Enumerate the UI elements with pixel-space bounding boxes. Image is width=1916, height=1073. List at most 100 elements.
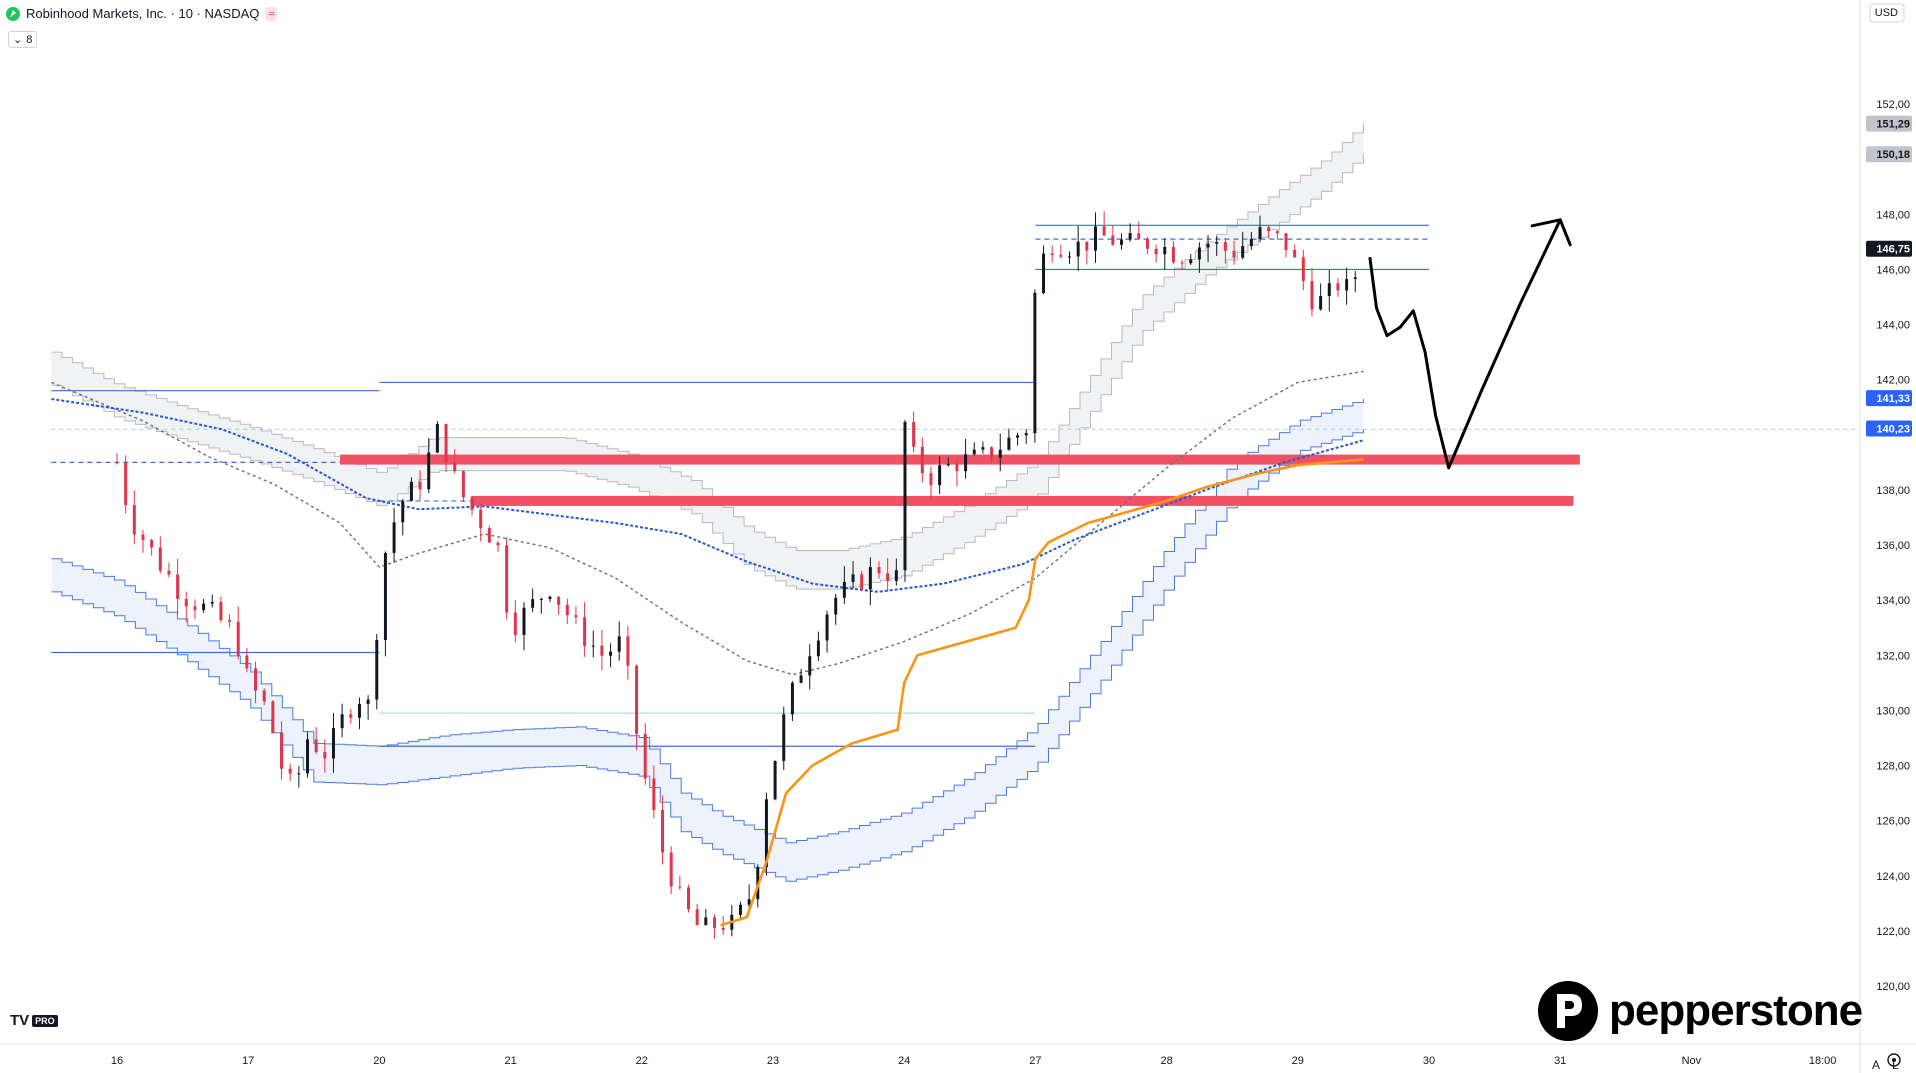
symbol-title: Robinhood Markets, Inc. · 10 · NASDAQ <box>26 6 260 21</box>
blue-band-fill <box>51 399 1364 882</box>
candle <box>1215 236 1219 256</box>
candle <box>228 614 232 628</box>
settings-gear-hub <box>1892 1058 1896 1062</box>
candle <box>453 449 457 474</box>
candle <box>990 446 994 464</box>
candle <box>825 610 829 653</box>
robinhood-logo-icon <box>6 6 20 21</box>
candle <box>877 561 881 579</box>
candle <box>1050 245 1054 263</box>
currency-box[interactable] <box>1869 3 1905 23</box>
candle <box>1102 211 1106 236</box>
time-tick-label: 24 <box>898 1055 910 1067</box>
candle <box>860 570 864 592</box>
candle <box>938 456 942 494</box>
candle <box>1085 241 1089 265</box>
wave-badge[interactable]: ≈ <box>265 6 278 21</box>
symbol-header[interactable]: Robinhood Markets, Inc. · 10 · NASDAQ ≈ <box>6 6 278 21</box>
candle <box>1016 432 1020 446</box>
price-label-4: 140,23 <box>1876 423 1910 435</box>
settings-gear-icon[interactable] <box>1887 1053 1901 1067</box>
candle <box>799 668 803 684</box>
candle <box>158 536 162 574</box>
candle <box>1007 428 1011 451</box>
projection-arrow-head <box>1530 218 1572 247</box>
blue-band-upper <box>51 399 1364 844</box>
candle <box>920 437 924 483</box>
candle <box>678 875 682 891</box>
candle <box>1154 244 1158 263</box>
candle <box>635 664 639 751</box>
candle <box>427 438 431 494</box>
candle <box>539 597 543 614</box>
candle <box>1145 236 1149 255</box>
candle <box>236 606 240 660</box>
candle <box>712 914 716 939</box>
candle <box>1119 233 1123 250</box>
candle <box>401 498 405 536</box>
indicators-toggle[interactable]: ⌄ 8 <box>8 31 38 48</box>
candle <box>124 455 128 514</box>
time-tick-label: 29 <box>1292 1055 1304 1067</box>
time-tick-label: Nov <box>1682 1055 1702 1067</box>
candle <box>331 712 335 773</box>
price-label-0: 151,29 <box>1876 119 1910 131</box>
candle <box>868 557 872 606</box>
time-tick-label: 27 <box>1029 1055 1041 1067</box>
price-tick-label: 120,00 <box>1876 981 1910 993</box>
candle <box>132 490 136 545</box>
candle <box>851 561 855 589</box>
candle <box>609 643 613 668</box>
auto-scale-button[interactable]: A <box>1872 1058 1881 1072</box>
candle <box>193 599 197 620</box>
pepperstone-logo: pepperstone <box>1537 980 1863 1042</box>
candle <box>245 647 249 673</box>
candle <box>1345 267 1349 305</box>
candle <box>418 470 422 501</box>
log-scale-button[interactable]: L <box>1892 1058 1899 1072</box>
candle <box>435 421 439 454</box>
grey-band-lower <box>51 153 1364 590</box>
price-tick-label: 144,00 <box>1876 320 1910 332</box>
time-tick-label: 16 <box>111 1055 123 1067</box>
candle <box>773 760 777 801</box>
candle <box>1068 251 1072 264</box>
candle <box>262 688 266 706</box>
candle <box>297 766 301 788</box>
price-tick-label: 130,00 <box>1876 705 1910 717</box>
price-label-box-0 <box>1866 115 1912 132</box>
candle <box>1336 278 1340 297</box>
candle <box>496 541 500 552</box>
price-tick-label: 128,00 <box>1876 761 1910 773</box>
price-tick-label: 152,00 <box>1876 99 1910 111</box>
candle <box>842 566 846 605</box>
time-tick-label: 31 <box>1554 1055 1566 1067</box>
support-zone-0 <box>340 454 1580 465</box>
price-label-3: 141,33 <box>1876 393 1910 405</box>
tradingview-logo: TV PRO <box>10 1012 58 1029</box>
ma-blue-dotted-line <box>51 398 1364 593</box>
candle <box>392 507 396 563</box>
candle <box>306 732 310 778</box>
time-tick-label: 30 <box>1423 1055 1435 1067</box>
candle <box>1258 215 1262 243</box>
price-label-box-3 <box>1866 390 1912 407</box>
price-tick-label: 142,00 <box>1876 375 1910 387</box>
time-tick-label: 22 <box>636 1055 648 1067</box>
candle <box>1301 249 1305 291</box>
vwap-orange-line <box>720 458 1364 927</box>
candle <box>1093 212 1097 263</box>
candle <box>695 904 699 926</box>
candle <box>150 538 154 556</box>
candle <box>972 442 976 456</box>
candle <box>981 441 985 454</box>
candle <box>661 795 665 865</box>
candle <box>886 557 890 592</box>
candle <box>1171 241 1175 264</box>
time-tick-label: 20 <box>373 1055 385 1067</box>
time-tick-label: 23 <box>767 1055 779 1067</box>
candle <box>808 644 812 690</box>
candle <box>583 602 587 657</box>
candle <box>894 558 898 586</box>
